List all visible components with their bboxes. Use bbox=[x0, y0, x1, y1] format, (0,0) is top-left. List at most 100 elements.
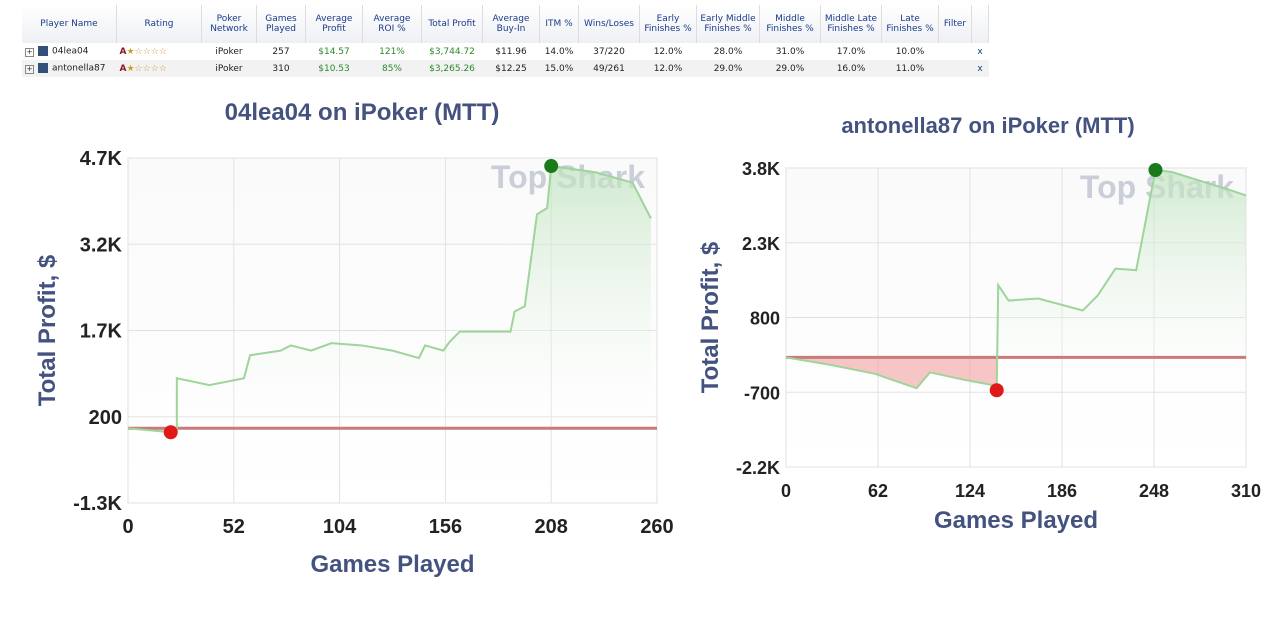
table-cell: 121% bbox=[363, 43, 422, 60]
table-cell: 31.0% bbox=[760, 43, 821, 60]
cell-text: $14.57 bbox=[318, 46, 350, 57]
column-header: Middle Late Finishes % bbox=[820, 5, 882, 43]
cell-text: 31.0% bbox=[775, 46, 805, 57]
table-cell: iPoker bbox=[202, 43, 257, 60]
cell-text: 11.0% bbox=[895, 63, 925, 74]
min-marker bbox=[989, 383, 1004, 398]
y-tick-label: 3.8K bbox=[742, 159, 780, 179]
x-axis-label: Games Played bbox=[310, 551, 474, 578]
x-tick-label: 124 bbox=[955, 481, 985, 501]
cell-text: 37/220 bbox=[593, 46, 625, 57]
cell-text: 12.0% bbox=[653, 63, 683, 74]
table-cell: x bbox=[972, 43, 989, 60]
column-header: Average Buy-In bbox=[482, 5, 540, 43]
cell-text: 29.0% bbox=[775, 63, 805, 74]
profit-area bbox=[128, 166, 651, 429]
cell-text: 85% bbox=[381, 63, 402, 74]
x-tick-label: 62 bbox=[868, 481, 888, 501]
x-tick-label: 52 bbox=[223, 516, 245, 538]
table-cell: 257 bbox=[257, 43, 306, 60]
table-cell: 16.0% bbox=[820, 60, 882, 77]
column-header: Games Played bbox=[256, 5, 306, 43]
cell-text: iPoker bbox=[215, 63, 243, 74]
cell-text: $3,744.72 bbox=[429, 46, 475, 57]
player-icon bbox=[38, 63, 48, 74]
y-axis-label: Total Profit, $ bbox=[697, 241, 724, 393]
column-header: Player Name bbox=[22, 5, 117, 43]
table-cell: 11.0% bbox=[881, 60, 939, 77]
table-cell: $11.96 bbox=[483, 43, 540, 60]
y-tick-label: 2.3K bbox=[742, 234, 780, 254]
rating-stars: ★☆☆☆☆ bbox=[126, 63, 167, 74]
y-tick-label: 200 bbox=[89, 407, 122, 429]
cell-text: $12.25 bbox=[495, 63, 527, 74]
cell-text: $11.96 bbox=[495, 46, 527, 57]
chart-title: 04lea04 on iPoker (MTT) bbox=[225, 99, 500, 126]
table-cell: 310 bbox=[256, 60, 306, 77]
cell-text: 28.0% bbox=[713, 46, 743, 57]
table-cell: A★☆☆☆☆ bbox=[116, 60, 202, 77]
y-tick-label: 1.7K bbox=[80, 321, 123, 343]
table-cell: 29.0% bbox=[759, 60, 821, 77]
column-header: Total Profit bbox=[421, 5, 483, 43]
player-table: Player Name Rating Poker Network Games Play… bbox=[22, 5, 989, 77]
table-row: + antonella87 A★☆☆☆☆ iPoker 310 $10.53 85% $3,2… bbox=[22, 60, 989, 77]
column-header: Filter bbox=[938, 5, 972, 43]
cell-text: 10.0% bbox=[895, 46, 925, 57]
expand-icon[interactable]: + bbox=[25, 64, 34, 74]
y-tick-label: 3.2K bbox=[80, 234, 123, 256]
column-header bbox=[971, 5, 989, 43]
table-cell bbox=[938, 60, 972, 77]
table-cell: + antonella87 bbox=[22, 60, 117, 77]
table-cell: $3,744.72 bbox=[422, 43, 483, 60]
cell-text: 49/261 bbox=[593, 63, 625, 74]
profit-area bbox=[997, 169, 1246, 358]
table-cell: 14.0% bbox=[540, 43, 579, 60]
x-tick-label: 186 bbox=[1047, 481, 1077, 501]
column-header: Middle Finishes % bbox=[759, 5, 821, 43]
x-tick-label: 0 bbox=[122, 516, 133, 538]
column-header: Late Finishes % bbox=[881, 5, 939, 43]
column-header: Average Profit bbox=[305, 5, 363, 43]
cell-text: A bbox=[119, 46, 127, 57]
x-tick-label: 0 bbox=[781, 481, 791, 501]
y-tick-label: -2.2K bbox=[736, 458, 780, 478]
cell-text: $10.53 bbox=[318, 63, 350, 74]
x-tick-label: 104 bbox=[323, 516, 357, 538]
cell-text: 121% bbox=[379, 46, 405, 57]
cell-text: 29.0% bbox=[713, 63, 743, 74]
remove-button[interactable]: x bbox=[977, 46, 983, 57]
table-row: +04lea04 A★☆☆☆☆ iPoker 257 $14.57 121% $3,744.… bbox=[22, 43, 989, 60]
chart-title: antonella87 on iPoker (MTT) bbox=[841, 113, 1134, 138]
table-cell: 10.0% bbox=[882, 43, 939, 60]
column-header: Early Finishes % bbox=[639, 5, 697, 43]
max-marker bbox=[1148, 162, 1163, 177]
cell-text: 17.0% bbox=[836, 46, 866, 57]
x-tick-label: 310 bbox=[1231, 481, 1261, 501]
table-cell: $12.25 bbox=[482, 60, 540, 77]
cell-text: 15.0% bbox=[544, 63, 574, 74]
cell-text: $3,265.26 bbox=[429, 63, 475, 74]
table-cell: 12.0% bbox=[640, 43, 697, 60]
column-header: Poker Network bbox=[201, 5, 257, 43]
cell-text: 257 bbox=[272, 46, 290, 57]
cell-text: 310 bbox=[272, 63, 290, 74]
cell-text: iPoker bbox=[215, 46, 243, 57]
max-marker bbox=[544, 159, 559, 174]
remove-button[interactable]: x bbox=[977, 63, 983, 74]
column-header: Rating bbox=[116, 5, 202, 43]
table-cell: 12.0% bbox=[639, 60, 697, 77]
cell-text: 16.0% bbox=[836, 63, 866, 74]
x-tick-label: 248 bbox=[1139, 481, 1169, 501]
expand-icon[interactable]: + bbox=[25, 47, 34, 57]
cell-text: 04lea04 bbox=[52, 46, 89, 57]
y-tick-label: 4.7K bbox=[80, 148, 123, 170]
cell-text: antonella87 bbox=[52, 63, 106, 74]
table-cell: iPoker bbox=[201, 60, 257, 77]
x-axis-label: Games Played bbox=[934, 507, 1098, 534]
table-cell: 37/220 bbox=[579, 43, 640, 60]
x-tick-label: 260 bbox=[640, 516, 673, 538]
cell-text: A bbox=[119, 63, 127, 74]
y-tick-label: -700 bbox=[744, 383, 780, 403]
